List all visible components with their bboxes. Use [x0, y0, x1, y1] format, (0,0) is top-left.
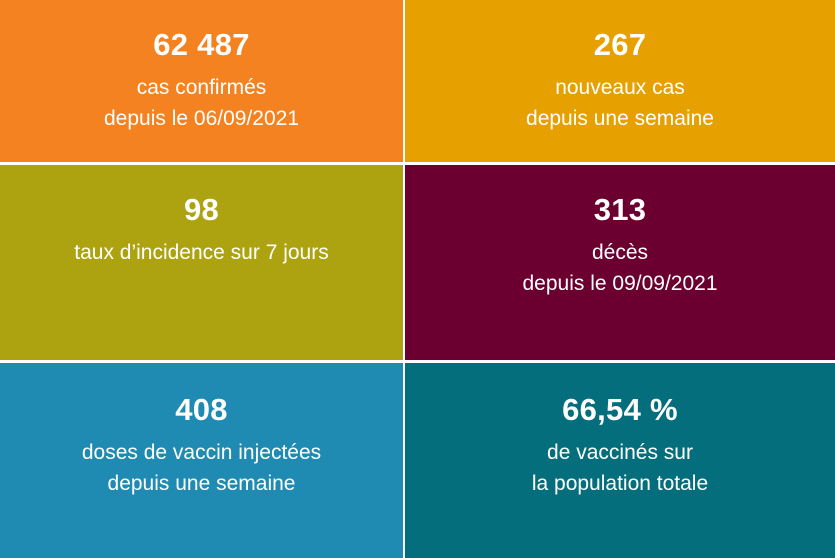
new-cases-value: 267	[593, 27, 647, 62]
new-cases-period: depuis une semaine	[526, 107, 714, 130]
vaccination-rate-label: de vaccinés sur	[547, 441, 693, 464]
deaths-since: depuis le 09/09/2021	[522, 272, 718, 295]
incidence-rate-value: 98	[183, 192, 220, 227]
tile-vaccination-rate: 66,54 % de vaccinés sur la population to…	[405, 360, 835, 558]
deaths-label: décès	[591, 241, 649, 264]
vaccination-rate-scope: la population totale	[531, 472, 709, 495]
tile-incidence-rate: 98 taux d’incidence sur 7 jours	[0, 162, 403, 360]
new-cases-label: nouveaux cas	[555, 76, 685, 99]
vaccine-doses-period: depuis une semaine	[107, 472, 296, 495]
confirmed-cases-since: depuis le 06/09/2021	[104, 107, 299, 130]
confirmed-cases-label: cas confirmés	[136, 76, 267, 99]
vaccine-doses-label: doses de vaccin injectées	[81, 441, 322, 464]
tile-deaths: 313 décès depuis le 09/09/2021	[405, 162, 835, 360]
incidence-rate-label: taux d’incidence sur 7 jours	[74, 241, 329, 264]
tile-vaccine-doses: 408 doses de vaccin injectées depuis une…	[0, 360, 403, 558]
vaccination-rate-value: 66,54 %	[562, 392, 678, 427]
deaths-value: 313	[593, 192, 647, 227]
confirmed-cases-value: 62 487	[153, 27, 250, 62]
tile-confirmed-cases: 62 487 cas confirmés depuis le 06/09/202…	[0, 0, 403, 162]
vaccine-doses-value: 408	[175, 392, 228, 427]
tile-new-cases: 267 nouveaux cas depuis une semaine	[405, 0, 835, 162]
